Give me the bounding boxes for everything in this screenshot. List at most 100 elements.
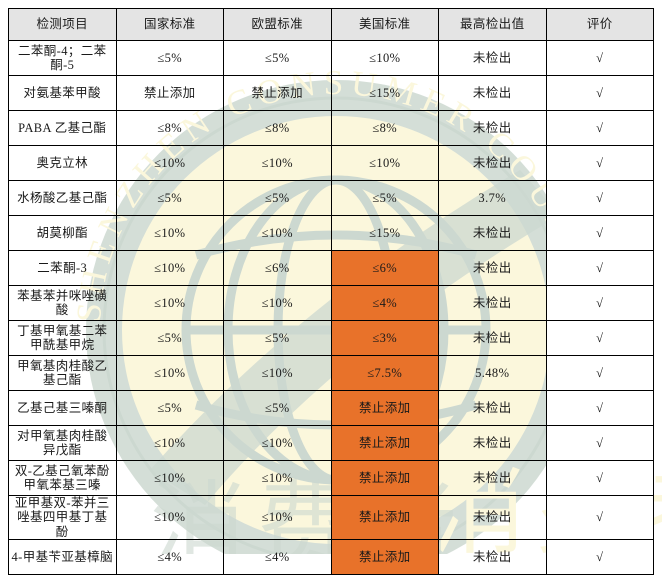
table-row: 苯基苯并咪唑磺酸 ≤10% ≤10% ≤4% 未检出 √: [8, 285, 654, 321]
table-row: 亚甲基双-苯并三唑基四甲基丁基酚 ≤10% ≤10% 禁止添加 未检出 √: [8, 494, 654, 541]
cell-evaluation: √: [545, 285, 654, 321]
cell-eu-standard: 禁止添加: [223, 75, 332, 111]
cell-cn-standard: ≤10%: [115, 215, 224, 251]
cell-us-standard: ≤10%: [330, 40, 439, 76]
cell-cn-standard: ≤5%: [115, 320, 224, 356]
column-header-eu-standard: 欧盟标准: [223, 8, 332, 41]
table-row: 对甲氧基肉桂酸异戊酯 ≤10% ≤10% 禁止添加 未检出 √: [8, 425, 654, 461]
cell-item-name: 二苯酮-4；二苯酮-5: [8, 40, 117, 76]
cell-us-standard: ≤4%: [330, 285, 439, 321]
cell-eu-standard: ≤5%: [223, 40, 332, 76]
cell-cn-standard: ≤10%: [115, 494, 224, 541]
cell-us-standard: ≤15%: [330, 215, 439, 251]
cell-evaluation: √: [545, 145, 654, 181]
table-header: 检测项目 国家标准 欧盟标准 美国标准 最高检出值 评价: [8, 8, 654, 41]
cell-max-detected: 未检出: [438, 494, 547, 541]
cell-cn-standard: 禁止添加: [115, 75, 224, 111]
sunscreen-standards-table: 检测项目 国家标准 欧盟标准 美国标准 最高检出值 评价 二苯酮-4；二苯酮-5…: [8, 8, 654, 575]
cell-us-standard: ≤5%: [330, 180, 439, 216]
cell-cn-standard: ≤5%: [115, 390, 224, 426]
cell-us-standard: 禁止添加: [330, 539, 439, 575]
cell-us-standard: ≤3%: [330, 320, 439, 356]
cell-max-detected: 未检出: [438, 145, 547, 181]
cell-max-detected: 5.48%: [438, 355, 547, 391]
cell-eu-standard: ≤5%: [223, 320, 332, 356]
cell-evaluation: √: [545, 355, 654, 391]
cell-item-name: 4-甲基苄亚基樟脑: [8, 539, 117, 575]
cell-us-standard: ≤8%: [330, 110, 439, 146]
cell-cn-standard: ≤5%: [115, 40, 224, 76]
cell-eu-standard: ≤5%: [223, 180, 332, 216]
table-row: 二苯酮-3 ≤10% ≤6% ≤6% 未检出 √: [8, 250, 654, 286]
table-row: 4-甲基苄亚基樟脑 ≤4% ≤4% 禁止添加 未检出 √: [8, 539, 654, 575]
cell-item-name: 胡莫柳酯: [8, 215, 117, 251]
cell-evaluation: √: [545, 460, 654, 496]
cell-cn-standard: ≤10%: [115, 355, 224, 391]
table-row: 丁基甲氧基二苯甲酰基甲烷 ≤5% ≤5% ≤3% 未检出 √: [8, 320, 654, 356]
cell-us-standard: 禁止添加: [330, 425, 439, 461]
cell-eu-standard: ≤10%: [223, 215, 332, 251]
cell-item-name: 对甲氧基肉桂酸异戊酯: [8, 425, 117, 461]
table-row: 奥克立林 ≤10% ≤10% ≤10% 未检出 √: [8, 145, 654, 181]
cell-cn-standard: ≤8%: [115, 110, 224, 146]
cell-us-standard: 禁止添加: [330, 390, 439, 426]
table-row: PABA 乙基己酯 ≤8% ≤8% ≤8% 未检出 √: [8, 110, 654, 146]
table-row: 水杨酸乙基己酯 ≤5% ≤5% ≤5% 3.7% √: [8, 180, 654, 216]
cell-eu-standard: ≤10%: [223, 460, 332, 496]
table-header-row: 检测项目 国家标准 欧盟标准 美国标准 最高检出值 评价: [8, 8, 654, 41]
cell-item-name: 乙基己基三嗪酮: [8, 390, 117, 426]
cell-evaluation: √: [545, 75, 654, 111]
cell-cn-standard: ≤4%: [115, 539, 224, 575]
cell-max-detected: 未检出: [438, 215, 547, 251]
cell-evaluation: √: [545, 180, 654, 216]
column-header-evaluation: 评价: [545, 8, 654, 41]
cell-item-name: 丁基甲氧基二苯甲酰基甲烷: [8, 320, 117, 356]
cell-cn-standard: ≤10%: [115, 145, 224, 181]
cell-cn-standard: ≤10%: [115, 460, 224, 496]
cell-max-detected: 未检出: [438, 390, 547, 426]
cell-us-standard: ≤10%: [330, 145, 439, 181]
table-row: 二苯酮-4；二苯酮-5 ≤5% ≤5% ≤10% 未检出 √: [8, 40, 654, 76]
cell-evaluation: √: [545, 494, 654, 541]
cell-eu-standard: ≤10%: [223, 425, 332, 461]
column-header-us-standard: 美国标准: [330, 8, 439, 41]
cell-eu-standard: ≤10%: [223, 355, 332, 391]
cell-item-name: 双-乙基己氧苯酚甲氧苯基三嗪: [8, 460, 117, 496]
column-header-cn-standard: 国家标准: [115, 8, 224, 41]
cell-cn-standard: ≤10%: [115, 425, 224, 461]
cell-item-name: 奥克立林: [8, 145, 117, 181]
cell-cn-standard: ≤10%: [115, 250, 224, 286]
cell-item-name: 甲氧基肉桂酸乙基己酯: [8, 355, 117, 391]
cell-eu-standard: ≤5%: [223, 390, 332, 426]
column-header-max-detected: 最高检出值: [438, 8, 547, 41]
cell-us-standard: ≤6%: [330, 250, 439, 286]
cell-max-detected: 未检出: [438, 110, 547, 146]
cell-item-name: 对氨基苯甲酸: [8, 75, 117, 111]
cell-us-standard: ≤15%: [330, 75, 439, 111]
column-header-item: 检测项目: [8, 8, 117, 41]
cell-max-detected: 未检出: [438, 425, 547, 461]
cell-cn-standard: ≤10%: [115, 285, 224, 321]
cell-item-name: PABA 乙基己酯: [8, 110, 117, 146]
table-row: 甲氧基肉桂酸乙基己酯 ≤10% ≤10% ≤7.5% 5.48% √: [8, 355, 654, 391]
cell-us-standard: 禁止添加: [330, 494, 439, 541]
cell-max-detected: 未检出: [438, 75, 547, 111]
cell-item-name: 亚甲基双-苯并三唑基四甲基丁基酚: [8, 494, 117, 541]
cell-eu-standard: ≤10%: [223, 145, 332, 181]
cell-item-name: 水杨酸乙基己酯: [8, 180, 117, 216]
cell-evaluation: √: [545, 110, 654, 146]
cell-evaluation: √: [545, 539, 654, 575]
cell-max-detected: 未检出: [438, 40, 547, 76]
sunscreen-standards-table-container: 检测项目 国家标准 欧盟标准 美国标准 最高检出值 评价 二苯酮-4；二苯酮-5…: [8, 8, 654, 575]
cell-max-detected: 未检出: [438, 285, 547, 321]
cell-us-standard: 禁止添加: [330, 460, 439, 496]
cell-max-detected: 未检出: [438, 250, 547, 286]
table-body: 二苯酮-4；二苯酮-5 ≤5% ≤5% ≤10% 未检出 √ 对氨基苯甲酸 禁止添加 禁止添加 ≤…: [8, 40, 654, 575]
table-row: 胡莫柳酯 ≤10% ≤10% ≤15% 未检出 √: [8, 215, 654, 251]
cell-max-detected: 未检出: [438, 460, 547, 496]
cell-item-name: 苯基苯并咪唑磺酸: [8, 285, 117, 321]
cell-evaluation: √: [545, 320, 654, 356]
cell-eu-standard: ≤4%: [223, 539, 332, 575]
table-row: 双-乙基己氧苯酚甲氧苯基三嗪 ≤10% ≤10% 禁止添加 未检出 √: [8, 460, 654, 496]
cell-eu-standard: ≤8%: [223, 110, 332, 146]
